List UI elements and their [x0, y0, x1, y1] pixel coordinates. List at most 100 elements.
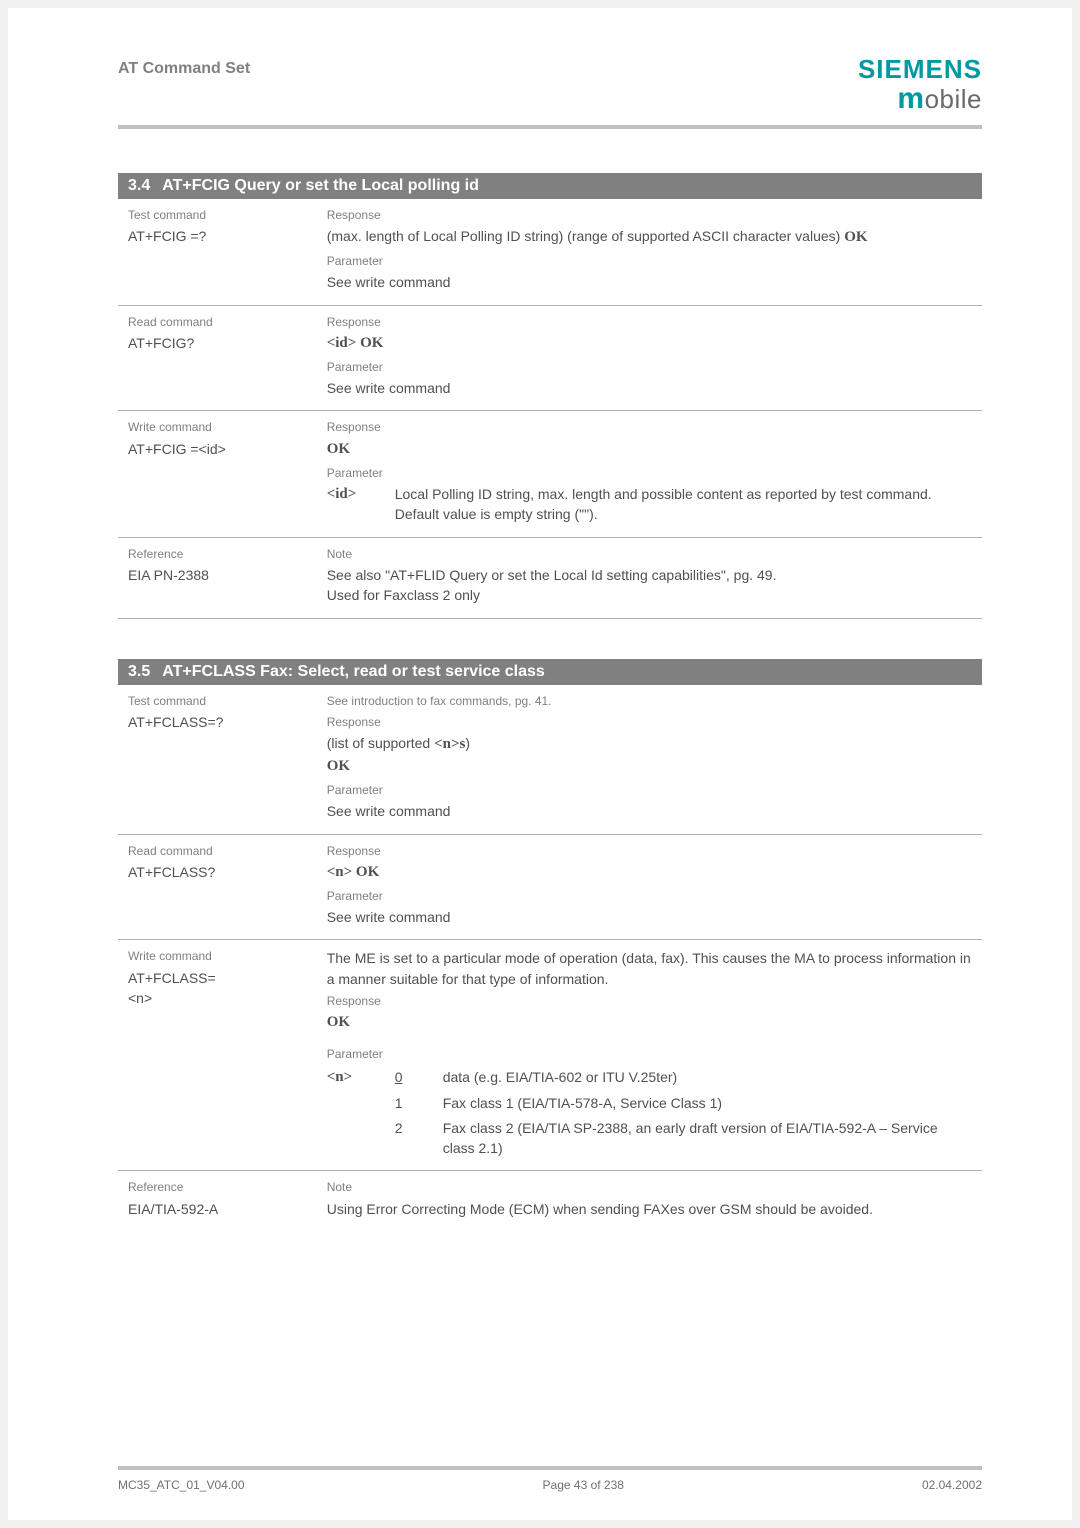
note-text: Used for Faxclass 2 only — [327, 585, 972, 605]
section-number: 3.5 — [128, 663, 150, 680]
param-desc-1: Fax class 1 (EIA/TIA-578-A, Service Clas… — [443, 1093, 972, 1113]
logo-mobile-rest: obile — [925, 84, 982, 114]
cell-left: Test command AT+FCLASS=? — [118, 685, 317, 834]
response-text: (list of supported <n>s) — [327, 733, 972, 756]
header-title: AT Command Set — [118, 60, 250, 78]
param-text: See write command — [327, 801, 972, 821]
note-text: Using Error Correcting Mode (ECM) when s… — [327, 1199, 972, 1219]
row-label: Reference — [128, 1179, 307, 1196]
cell-left: Reference EIA/TIA-592-A — [118, 1171, 317, 1231]
response-body: (list of supported — [327, 735, 434, 751]
param-label: Parameter — [327, 888, 972, 905]
table-row: Test command AT+FCIG =? Response (max. l… — [118, 199, 982, 305]
row-label: Write command — [128, 419, 307, 436]
response-ok: OK — [327, 756, 972, 778]
param-label: Parameter — [327, 253, 972, 270]
brand-logo: SIEMENS mobile — [858, 56, 982, 115]
section-3-5: 3.5 AT+FCLASS Fax: Select, read or test s… — [118, 659, 982, 1231]
cell-left: Write command AT+FCLASS= <n> — [118, 940, 317, 1171]
param-val-0: 0 — [395, 1067, 435, 1089]
section-3-4: 3.4 AT+FCIG Query or set the Local pollin… — [118, 173, 982, 619]
header-rule — [118, 125, 982, 129]
cell-right: Response <n> OK Parameter See write comm… — [317, 834, 982, 940]
cell-right: Response (max. length of Local Polling I… — [317, 199, 982, 305]
footer-center: Page 43 of 238 — [543, 1478, 624, 1492]
note-text: See also "AT+FLID Query or set the Local… — [327, 565, 972, 585]
footer-left: MC35_ATC_01_V04.00 — [118, 1478, 245, 1492]
table-row: Test command AT+FCLASS=? See introductio… — [118, 685, 982, 834]
row-label: Read command — [128, 314, 307, 331]
table-row: Read command AT+FCIG? Response <id> OK P… — [118, 305, 982, 411]
param-val-2: 2 — [395, 1118, 435, 1159]
param-text: See write command — [327, 907, 972, 927]
cell-right: See introduction to fax commands, pg. 41… — [317, 685, 982, 834]
table-row: Read command AT+FCLASS? Response <n> OK … — [118, 834, 982, 940]
table-row: Write command AT+FCIG =<id> Response OK … — [118, 411, 982, 537]
cell-right: Response OK Parameter <id> Local Polling… — [317, 411, 982, 537]
param-enum-table: <n> 0 data (e.g. EIA/TIA-602 or ITU V.25… — [327, 1067, 972, 1158]
row-label: Test command — [128, 693, 307, 710]
param-desc-0: data (e.g. EIA/TIA-602 or ITU V.25ter) — [443, 1067, 972, 1089]
section-title: AT+FCIG Query or set the Local polling i… — [162, 177, 479, 194]
row-label: Reference — [128, 546, 307, 563]
cmd-syntax: AT+FCLASS=? — [128, 712, 307, 732]
section-header-3-4: 3.4 AT+FCIG Query or set the Local pollin… — [118, 173, 982, 199]
param-label: Parameter — [327, 465, 972, 482]
cell-left: Reference EIA PN-2388 — [118, 537, 317, 618]
response-label: Response — [327, 993, 972, 1010]
cell-left: Read command AT+FCLASS? — [118, 834, 317, 940]
note-label: Note — [327, 546, 972, 563]
row-label: Write command — [128, 948, 307, 965]
note-label: Note — [327, 1179, 972, 1196]
logo-mobile: mobile — [858, 83, 982, 115]
section-title: AT+FCLASS Fax: Select, read or test serv… — [162, 663, 545, 680]
cell-left: Write command AT+FCIG =<id> — [118, 411, 317, 537]
cell-right: Response <id> OK Parameter See write com… — [317, 305, 982, 411]
cmd-syntax-1: AT+FCLASS= — [128, 968, 307, 988]
cmd-syntax: AT+FCIG =<id> — [128, 439, 307, 459]
write-desc: The ME is set to a particular mode of op… — [327, 948, 972, 989]
response-body: (max. length of Local Polling ID string)… — [327, 228, 844, 244]
param-text: See write command — [327, 272, 972, 292]
cmd-syntax: AT+FCIG? — [128, 333, 307, 353]
cell-right: Note Using Error Correcting Mode (ECM) w… — [317, 1171, 982, 1231]
row-label: Read command — [128, 843, 307, 860]
logo-m-letter: m — [897, 82, 924, 115]
reference-value: EIA/TIA-592-A — [128, 1199, 307, 1219]
logo-siemens: SIEMENS — [858, 56, 982, 83]
response-bold: <n> OK — [327, 862, 972, 884]
table-row: Reference EIA PN-2388 Note See also "AT+… — [118, 537, 982, 618]
row-label: Test command — [128, 207, 307, 224]
response-text: (max. length of Local Polling ID string)… — [327, 226, 972, 249]
response-ns: <n>s — [434, 736, 465, 752]
param-desc: Local Polling ID string, max. length and… — [395, 484, 972, 525]
cell-left: Test command AT+FCIG =? — [118, 199, 317, 305]
response-paren: ) — [465, 735, 470, 751]
table-row: Reference EIA/TIA-592-A Note Using Error… — [118, 1171, 982, 1231]
table-row: Write command AT+FCLASS= <n> The ME is s… — [118, 940, 982, 1171]
cell-left: Read command AT+FCIG? — [118, 305, 317, 411]
response-label: Response — [327, 419, 972, 436]
param-label: Parameter — [327, 359, 972, 376]
cmd-table-3-5: Test command AT+FCLASS=? See introductio… — [118, 685, 982, 1231]
cmd-syntax-2: <n> — [128, 988, 307, 1008]
response-label: Response — [327, 207, 972, 224]
response-ok: OK — [327, 1012, 972, 1034]
param-text: See write command — [327, 378, 972, 398]
response-label: Response — [327, 314, 972, 331]
response-label: Response — [327, 714, 972, 731]
page-header: AT Command Set SIEMENS mobile — [118, 56, 982, 115]
param-name: <id> — [327, 484, 387, 525]
section-number: 3.4 — [128, 177, 150, 194]
param-name: <n> — [327, 1067, 387, 1089]
cell-right: Note See also "AT+FLID Query or set the … — [317, 537, 982, 618]
footer-right: 02.04.2002 — [922, 1478, 982, 1492]
param-label: Parameter — [327, 782, 972, 799]
cmd-table-3-4: Test command AT+FCIG =? Response (max. l… — [118, 199, 982, 619]
reference-value: EIA PN-2388 — [128, 565, 307, 585]
cmd-syntax: AT+FCIG =? — [128, 226, 307, 246]
cmd-syntax: AT+FCLASS? — [128, 862, 307, 882]
response-bold: <id> OK — [327, 333, 972, 355]
param-desc-2: Fax class 2 (EIA/TIA SP-2388, an early d… — [443, 1118, 972, 1159]
param-label: Parameter — [327, 1046, 972, 1063]
